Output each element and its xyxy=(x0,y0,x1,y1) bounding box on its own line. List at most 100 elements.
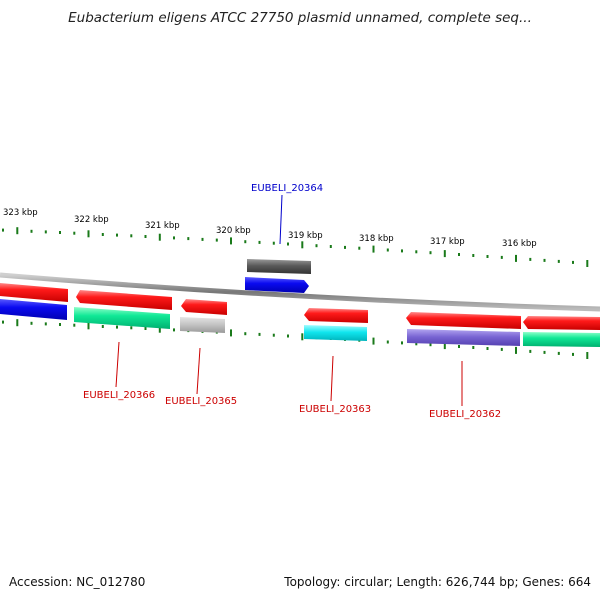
scale-label-323kbp: 323 kbp xyxy=(3,208,38,218)
gene-gray-1[interactable] xyxy=(180,317,225,333)
outer-tick-15 xyxy=(215,238,218,242)
outer-tick-41 xyxy=(586,260,589,267)
inner-tick-28 xyxy=(401,341,403,345)
outer-tick-16 xyxy=(230,237,232,245)
outer-tick-12 xyxy=(173,236,175,240)
outer-tick-25 xyxy=(358,246,361,250)
inner-tick-38 xyxy=(543,350,546,354)
outer-tick-36 xyxy=(515,254,517,262)
inner-tick-5 xyxy=(73,323,76,327)
gene-label-eubeli-20366[interactable]: EUBELI_20366 xyxy=(83,390,155,401)
gene-purple-1[interactable] xyxy=(407,329,520,346)
plasmid-backbone xyxy=(0,272,600,312)
outer-tick-30 xyxy=(429,251,432,255)
outer-tick-28 xyxy=(401,249,403,253)
scale-label-316kbp: 316 kbp xyxy=(502,239,537,249)
gene-label-eubeli-20365[interactable]: EUBELI_20365 xyxy=(165,396,237,407)
gene-eubeli-20366-red[interactable] xyxy=(76,290,172,310)
scale-ticks-inner xyxy=(2,319,589,359)
inner-tick-1 xyxy=(16,319,19,327)
scale-label-320kbp: 320 kbp xyxy=(216,226,251,236)
inner-tick-3 xyxy=(44,322,47,326)
inner-tick-33 xyxy=(472,346,475,349)
outer-tick-39 xyxy=(557,259,560,263)
outer-tick-32 xyxy=(458,253,460,256)
inner-tick-0 xyxy=(2,320,4,324)
gene-row-1 xyxy=(0,277,600,330)
inner-tick-40 xyxy=(572,352,574,356)
inner-tick-41 xyxy=(586,352,589,359)
outer-tick-27 xyxy=(386,248,389,252)
gene-eubeli-20364-forward[interactable] xyxy=(247,259,311,274)
inner-tick-30 xyxy=(429,343,432,347)
outer-tick-10 xyxy=(144,235,147,238)
outer-tick-21 xyxy=(301,241,304,249)
inner-tick-29 xyxy=(415,342,418,346)
gene-row-2 xyxy=(0,299,600,347)
outer-tick-35 xyxy=(500,255,503,259)
gene-label-eubeli-20364[interactable]: EUBELI_20364 xyxy=(251,183,323,194)
scale-label-319kbp: 319 kbp xyxy=(288,231,323,241)
gene-eubeli-20364-blue[interactable] xyxy=(245,277,309,293)
outer-tick-22 xyxy=(315,244,318,248)
gene-blue-1[interactable] xyxy=(0,299,67,320)
inner-tick-35 xyxy=(500,347,503,351)
gene-eubeli-20365-red[interactable] xyxy=(181,299,227,315)
outer-tick-31 xyxy=(443,250,446,258)
leader-eubeli-20365 xyxy=(196,347,201,395)
gene-green-1[interactable] xyxy=(74,307,170,329)
gene-label-eubeli-20363[interactable]: EUBELI_20363 xyxy=(299,404,371,415)
map-title: Eubacterium eligens ATCC 27750 plasmid u… xyxy=(68,10,532,26)
inner-tick-17 xyxy=(244,332,247,336)
outer-tick-37 xyxy=(529,257,532,261)
gene-eubeli-20362-red[interactable] xyxy=(406,312,521,329)
outer-tick-3 xyxy=(44,230,47,234)
outer-tick-1 xyxy=(16,227,19,235)
outer-tick-14 xyxy=(201,237,204,241)
outer-tick-29 xyxy=(415,250,418,254)
outer-tick-6 xyxy=(87,230,90,238)
outer-tick-17 xyxy=(244,240,247,244)
scale-label-318kbp: 318 kbp xyxy=(359,234,394,244)
outer-tick-33 xyxy=(472,254,475,257)
inner-tick-36 xyxy=(515,346,517,354)
outer-tick-11 xyxy=(158,233,161,241)
outer-tick-40 xyxy=(572,260,574,264)
inner-tick-7 xyxy=(101,325,104,328)
outer-tick-4 xyxy=(59,231,61,234)
inner-tick-4 xyxy=(59,323,61,326)
gene-red-2[interactable] xyxy=(523,316,600,330)
inner-tick-31 xyxy=(443,342,446,350)
inner-tick-2 xyxy=(30,321,33,325)
inner-tick-16 xyxy=(230,329,232,337)
outer-tick-34 xyxy=(486,255,489,258)
outer-tick-0 xyxy=(2,228,4,232)
outer-tick-5 xyxy=(73,231,76,235)
outer-tick-26 xyxy=(372,245,375,253)
outer-tick-9 xyxy=(130,234,133,238)
outer-tick-20 xyxy=(287,242,289,246)
outer-tick-23 xyxy=(329,245,332,248)
outer-tick-18 xyxy=(258,240,261,244)
inner-tick-12 xyxy=(173,328,175,332)
gene-red-1[interactable] xyxy=(0,283,68,302)
inner-tick-9 xyxy=(130,326,133,330)
inner-tick-10 xyxy=(144,327,147,330)
outer-tick-38 xyxy=(543,258,546,262)
gene-cyan-1[interactable] xyxy=(304,325,367,341)
inner-tick-39 xyxy=(557,351,560,355)
outer-tick-13 xyxy=(187,237,190,241)
gene-label-eubeli-20362[interactable]: EUBELI_20362 xyxy=(429,409,501,420)
gene-green-2[interactable] xyxy=(523,332,600,347)
gene-eubeli-20363-red[interactable] xyxy=(304,308,368,323)
scale-label-322kbp: 322 kbp xyxy=(74,215,109,225)
leader-eubeli-20366 xyxy=(115,341,120,388)
inner-tick-8 xyxy=(116,325,118,329)
leader-eubeli-20364 xyxy=(279,194,283,245)
inner-tick-32 xyxy=(458,345,460,348)
inner-tick-18 xyxy=(258,332,261,336)
leader-eubeli-20363 xyxy=(330,355,334,402)
scale-label-321kbp: 321 kbp xyxy=(145,221,180,231)
inner-tick-11 xyxy=(158,325,161,333)
